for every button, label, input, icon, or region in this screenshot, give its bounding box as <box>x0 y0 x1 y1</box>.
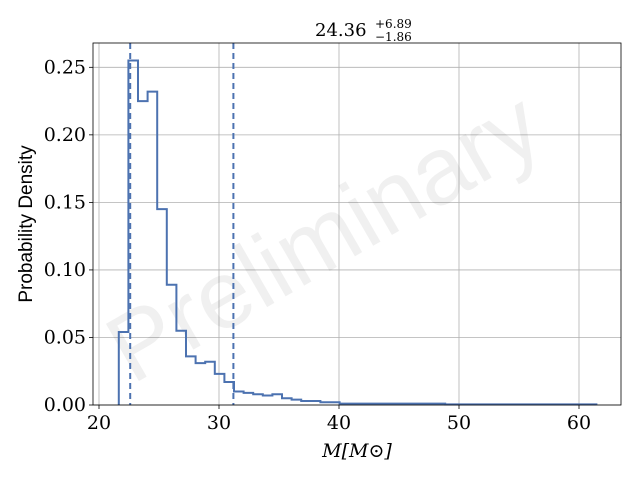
histogram-bin <box>205 362 215 405</box>
y-tick-label: 0.25 <box>44 56 86 78</box>
x-axis-label: M[M⊙] <box>321 440 392 462</box>
y-tick-label: 0.15 <box>44 191 86 213</box>
watermark-text: Preliminary <box>89 70 558 403</box>
histogram-bin <box>272 394 282 405</box>
y-tick-label: 0.10 <box>44 259 86 281</box>
histogram-bin <box>282 398 292 405</box>
histogram-bin <box>253 394 263 405</box>
histogram-bin <box>263 396 273 405</box>
histogram-bin <box>215 374 225 405</box>
histogram-bin <box>234 391 244 405</box>
title-value: 24.36 <box>315 20 367 41</box>
y-tick-label: 0.05 <box>44 326 86 348</box>
x-tick-label: 20 <box>87 412 111 434</box>
histogram-bin <box>244 393 254 405</box>
y-tick-label: 0.20 <box>44 124 86 146</box>
chart-title: 24.36 +6.89 −1.86 <box>315 17 412 44</box>
title-upper-error: +6.89 <box>375 17 412 31</box>
x-tick-label: 30 <box>207 412 231 434</box>
title-lower-error: −1.86 <box>375 30 412 44</box>
y-axis-label: Probability Density <box>16 145 37 303</box>
series-layer <box>117 43 598 406</box>
x-tick-label: 50 <box>447 412 471 434</box>
watermark-layer: Preliminary <box>89 70 558 403</box>
y-tick-label: 0.00 <box>44 394 86 416</box>
plot-frame <box>92 42 622 406</box>
x-tick-label: 40 <box>327 412 351 434</box>
tick-layer: 20 30 40 50 60 0.00 0.05 0.10 0.15 0.20 0.25 <box>44 56 591 434</box>
x-tick-label: 60 <box>567 412 591 434</box>
